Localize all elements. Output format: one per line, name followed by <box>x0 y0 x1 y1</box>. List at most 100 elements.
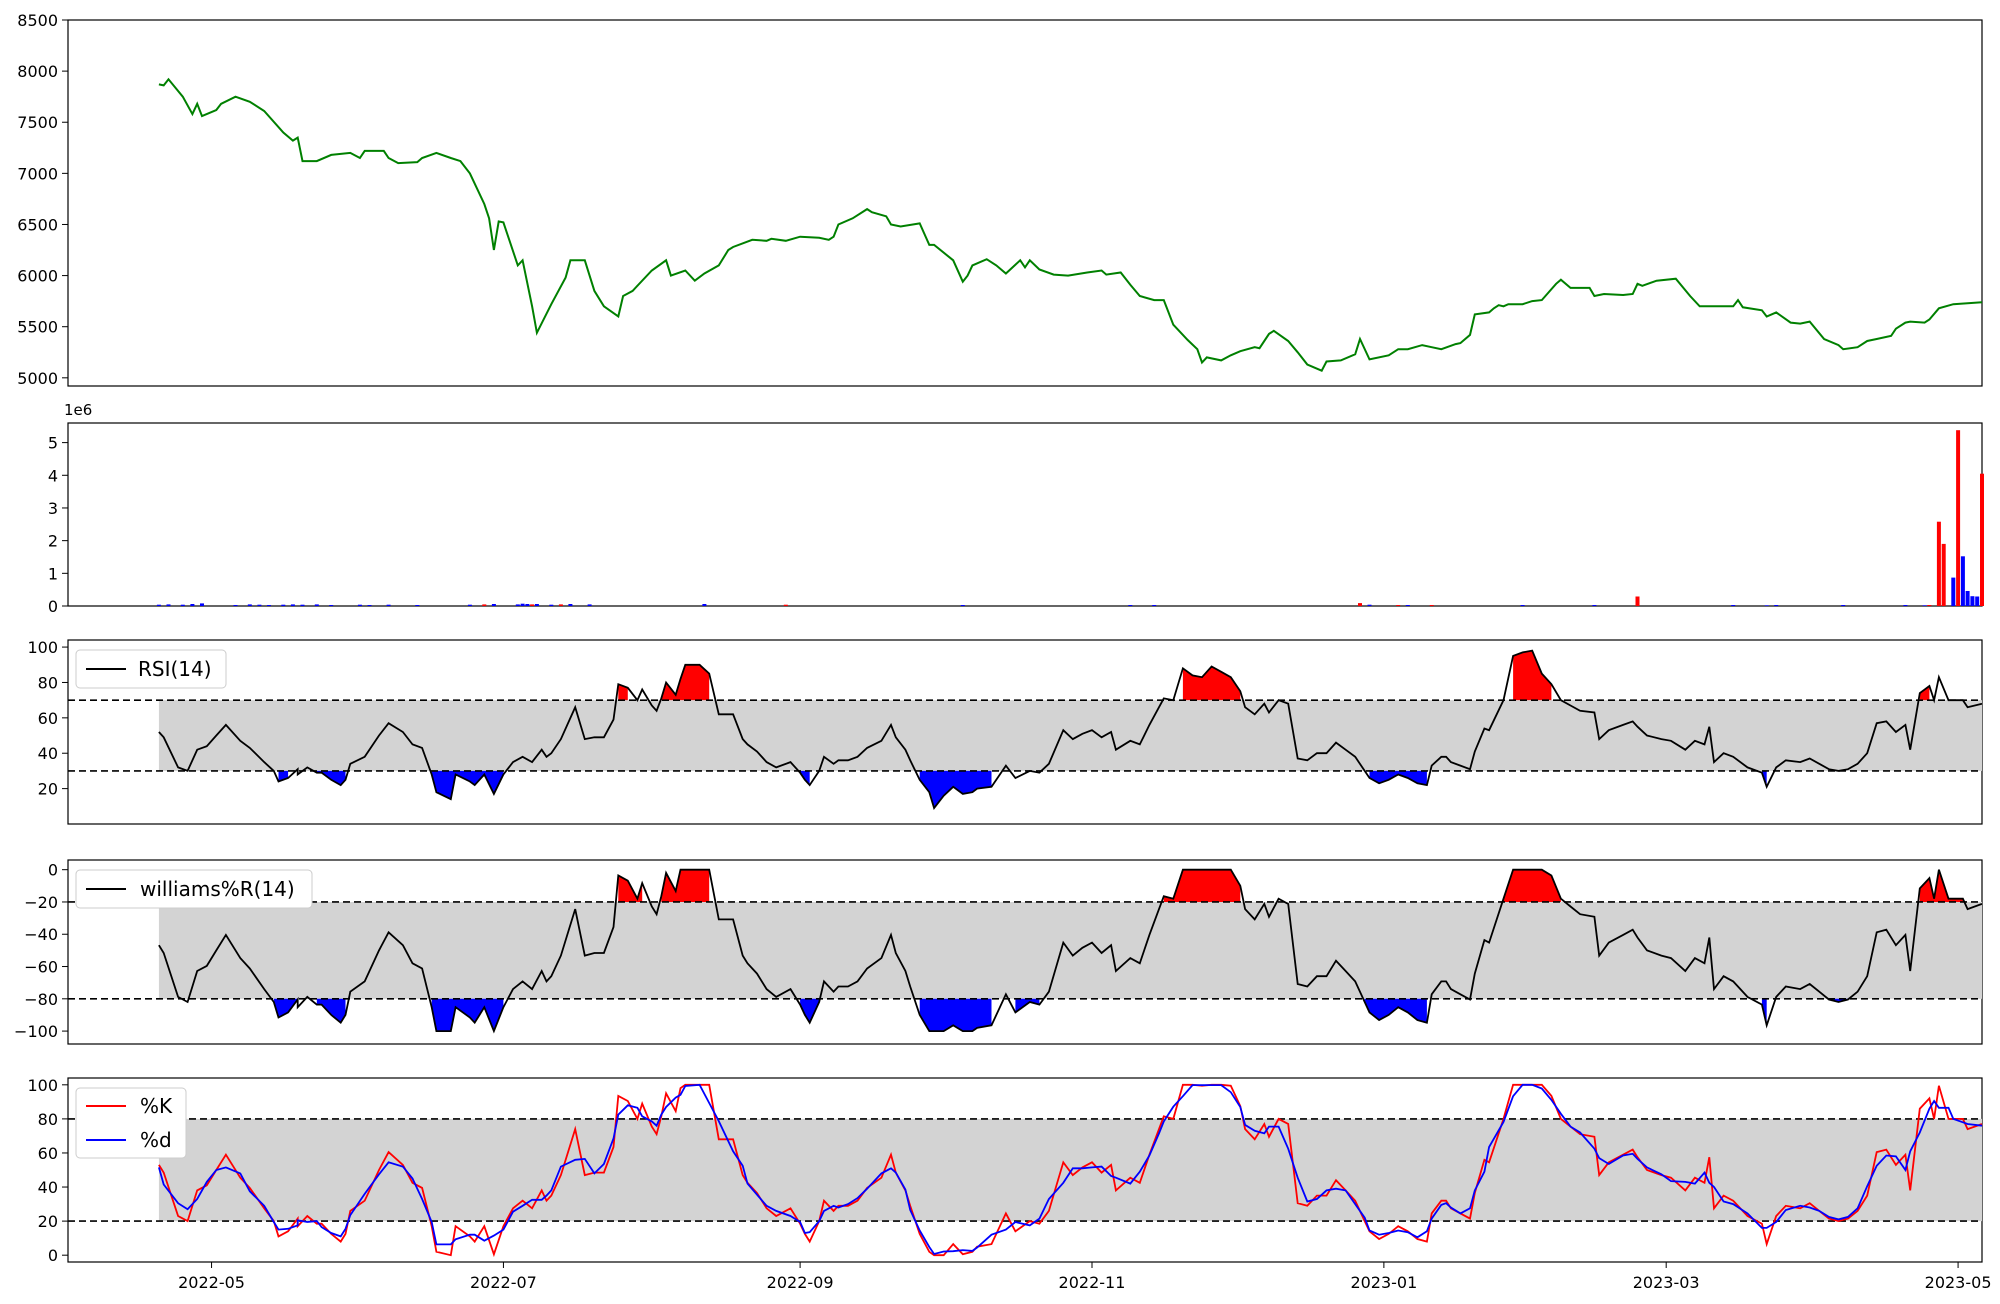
williams-oversold-fill <box>919 998 992 1032</box>
volume-bar <box>1936 521 1941 606</box>
williams-oversold-fill <box>1364 998 1427 1023</box>
williams-overbought-fill <box>661 869 710 902</box>
price-ytick-label: 7000 <box>17 164 58 183</box>
volume-bar <box>525 604 530 606</box>
williams-legend: williams%R(14) <box>75 869 313 909</box>
stochastic-k-line <box>158 1083 1983 1258</box>
rsi-oversold-fill <box>431 770 504 800</box>
x-tick-label: 2023-03 <box>1633 1273 1700 1292</box>
stochastic-legend: %K %d <box>75 1087 187 1159</box>
volume-bar <box>329 605 334 606</box>
volume-bar <box>520 603 525 606</box>
williams-line <box>158 868 1983 1034</box>
rsi-ytick-label: 80 <box>38 673 58 692</box>
williams-ytick-label: −80 <box>24 990 58 1009</box>
volume-bar <box>783 604 788 606</box>
williams-legend-label: williams%R(14) <box>140 877 295 901</box>
volume-ytick-label: 4 <box>48 466 58 485</box>
volume-bar <box>166 604 171 606</box>
volume-bar <box>1941 543 1946 606</box>
volume-bar <box>1764 605 1769 606</box>
volume-bar <box>1367 604 1372 606</box>
volume-bar <box>281 604 286 606</box>
price-ytick-label: 7500 <box>17 113 58 132</box>
volume-ytick-label: 0 <box>48 597 58 616</box>
volume-bar <box>1429 605 1434 606</box>
volume-bar <box>367 605 372 606</box>
rsi-overbought-fill <box>1513 650 1552 701</box>
x-tick-label: 2023-05 <box>1925 1273 1992 1292</box>
volume-ytick-label: 1 <box>48 564 58 583</box>
volume-bar <box>415 605 420 606</box>
volume-bar <box>1956 430 1961 606</box>
volume-bar <box>587 604 592 606</box>
volume-bar <box>247 604 252 606</box>
price-panel-frame <box>67 19 1983 387</box>
price-ytick-label: 5500 <box>17 318 58 337</box>
volume-ytick-label: 2 <box>48 532 58 551</box>
volume-bar <box>1960 556 1965 606</box>
volume-bar <box>357 604 362 606</box>
rsi-overbought-fill <box>1919 686 1930 701</box>
stochastic-ytick-label: 0 <box>48 1246 58 1265</box>
williams-legend-box <box>75 869 313 909</box>
stochastic-legend-d-label: %d <box>140 1128 172 1152</box>
volume-bar <box>534 604 539 606</box>
volume-bar <box>1731 605 1736 606</box>
williams-overbought-fill <box>618 875 643 902</box>
williams-oversold-fill <box>273 998 298 1018</box>
volume-bar <box>1592 605 1597 606</box>
x-tick-label: 2022-05 <box>178 1273 245 1292</box>
williams-ytick-label: −20 <box>24 893 58 912</box>
volume-bar <box>549 604 554 606</box>
volume-bar <box>290 604 295 606</box>
rsi-overbought-fill <box>618 684 628 701</box>
volume-bar <box>960 605 965 606</box>
volume-bar <box>568 604 573 606</box>
volume-bar <box>386 604 391 606</box>
stochastic-ytick-label: 80 <box>38 1110 58 1129</box>
williams-band <box>158 901 1982 999</box>
williams-oversold-fill <box>800 998 820 1023</box>
stochastic-ytick-label: 100 <box>27 1076 58 1095</box>
volume-bar <box>1951 577 1956 606</box>
rsi-oversold-fill <box>919 770 992 809</box>
volume-bar <box>1128 605 1133 606</box>
volume-bar <box>1358 603 1362 606</box>
stochastic-legend-k-label: %K <box>140 1094 173 1118</box>
volume-bar <box>558 604 563 606</box>
x-tick-label: 2022-07 <box>470 1273 537 1292</box>
volume-bar <box>156 604 161 606</box>
rsi-ytick-label: 60 <box>38 709 58 728</box>
williams-oversold-fill <box>316 998 346 1023</box>
volume-bar <box>1396 605 1401 606</box>
volume-scale-label: 1e6 <box>64 401 92 419</box>
price-ytick-label: 8500 <box>17 11 58 30</box>
volume-bar <box>233 605 238 606</box>
volume-bar <box>300 604 305 606</box>
x-tick-label: 2022-11 <box>1059 1273 1126 1292</box>
x-tick-label: 2022-09 <box>767 1273 834 1292</box>
volume-panel-frame <box>67 422 1983 607</box>
rsi-legend-label: RSI(14) <box>138 657 212 681</box>
volume-bar <box>180 604 185 606</box>
stochastic-band <box>158 1118 1982 1222</box>
volume-bar <box>267 605 271 606</box>
rsi-overbought-fill <box>661 664 710 701</box>
rsi-line <box>158 649 1983 811</box>
williams-ytick-label: −40 <box>24 925 58 944</box>
volume-bar <box>190 604 195 606</box>
rsi-band <box>158 700 1982 771</box>
rsi-overbought-fill <box>1182 666 1241 701</box>
rsi-ytick-label: 40 <box>38 744 58 763</box>
rsi-oversold-fill <box>316 770 346 786</box>
rsi-legend: RSI(14) <box>75 649 227 689</box>
x-tick-label: 2023-01 <box>1350 1273 1417 1292</box>
volume-bar <box>515 604 520 606</box>
volume-bar <box>1980 473 1984 606</box>
stochastic-ytick-label: 60 <box>38 1144 58 1163</box>
volume-bar <box>314 604 319 606</box>
williams-overbought-fill <box>1503 869 1561 902</box>
